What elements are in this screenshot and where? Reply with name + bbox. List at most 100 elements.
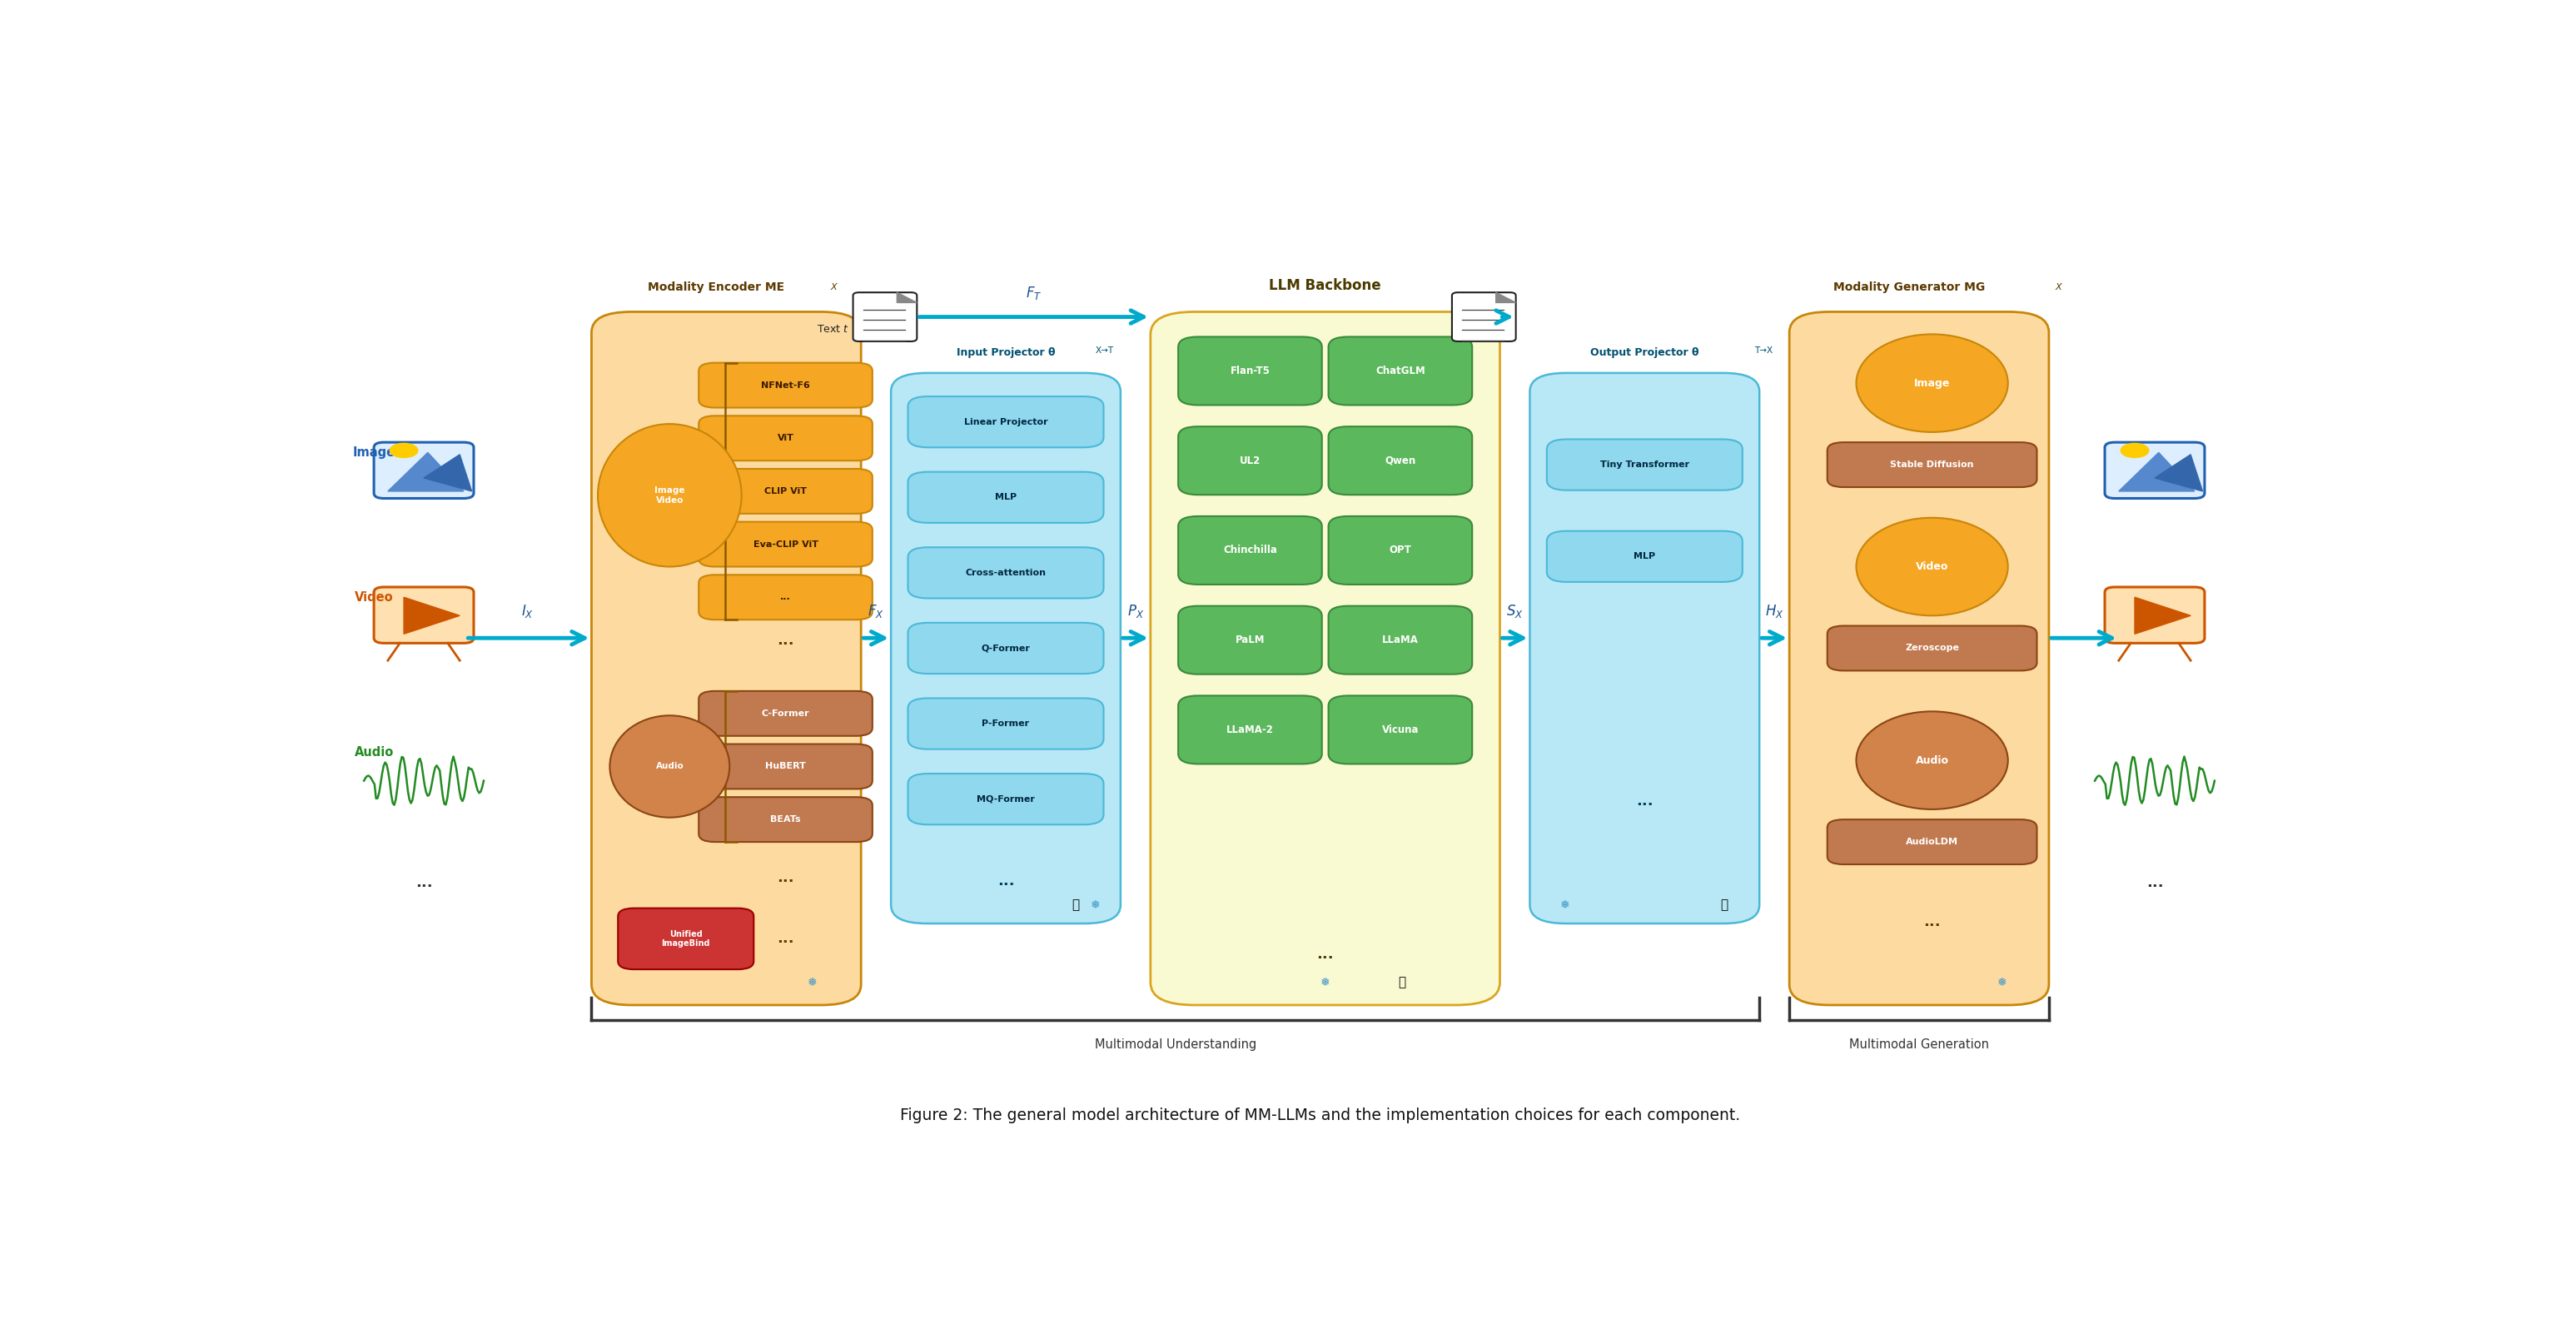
Ellipse shape	[611, 715, 729, 817]
Text: MLP: MLP	[1633, 552, 1656, 560]
Text: AudioLDM: AudioLDM	[1906, 838, 1958, 846]
Text: Video: Video	[355, 591, 394, 604]
Polygon shape	[2136, 597, 2190, 634]
FancyBboxPatch shape	[698, 469, 873, 514]
FancyBboxPatch shape	[1177, 606, 1321, 674]
Text: Video: Video	[1917, 561, 1947, 572]
Text: Cross-attention: Cross-attention	[966, 568, 1046, 577]
Text: Output Projector θ: Output Projector θ	[1589, 347, 1700, 357]
Text: $F_T$: $F_T$	[1025, 285, 1041, 302]
FancyBboxPatch shape	[1826, 820, 2038, 865]
Ellipse shape	[1857, 711, 2007, 809]
Polygon shape	[2154, 454, 2202, 491]
Text: LLM Backbone: LLM Backbone	[1270, 278, 1381, 294]
FancyBboxPatch shape	[1177, 426, 1321, 495]
Text: HuBERT: HuBERT	[765, 763, 806, 771]
Text: ...: ...	[778, 870, 793, 886]
Text: CLIP ViT: CLIP ViT	[765, 487, 806, 495]
FancyBboxPatch shape	[907, 471, 1103, 523]
Text: X: X	[829, 283, 837, 291]
FancyBboxPatch shape	[1329, 606, 1471, 674]
FancyBboxPatch shape	[618, 908, 755, 969]
Text: T→X: T→X	[1754, 347, 1772, 355]
FancyBboxPatch shape	[1329, 336, 1471, 405]
Polygon shape	[389, 453, 464, 491]
Text: Multimodal Generation: Multimodal Generation	[1850, 1039, 1989, 1051]
Text: UL2: UL2	[1239, 455, 1260, 466]
FancyBboxPatch shape	[907, 773, 1103, 825]
FancyBboxPatch shape	[374, 442, 474, 498]
FancyBboxPatch shape	[698, 575, 873, 620]
FancyBboxPatch shape	[1329, 426, 1471, 495]
FancyBboxPatch shape	[592, 311, 860, 1005]
Text: Figure 2: The general model architecture of MM-LLMs and the implementation choic: Figure 2: The general model architecture…	[899, 1107, 1741, 1123]
Text: Modality Generator MG: Modality Generator MG	[1834, 282, 1986, 294]
Polygon shape	[2117, 453, 2195, 491]
Text: Q-Former: Q-Former	[981, 643, 1030, 653]
Text: Text $t$: Text $t$	[817, 324, 850, 335]
Text: ...: ...	[997, 873, 1015, 888]
Text: 🔥: 🔥	[1072, 899, 1079, 911]
Text: ...: ...	[1636, 793, 1654, 809]
Text: $I_X$: $I_X$	[520, 602, 533, 620]
Text: Audio: Audio	[1917, 755, 1950, 765]
Text: Eva-CLIP ViT: Eva-CLIP ViT	[752, 540, 819, 548]
FancyBboxPatch shape	[1177, 695, 1321, 764]
Text: Audio: Audio	[355, 745, 394, 759]
Text: BEATs: BEATs	[770, 816, 801, 824]
Text: X→T: X→T	[1095, 347, 1113, 355]
Text: ❅: ❅	[809, 977, 817, 989]
Text: ❅: ❅	[1996, 977, 2007, 989]
Text: ...: ...	[1924, 914, 1940, 929]
Text: ChatGLM: ChatGLM	[1376, 365, 1425, 376]
Text: Audio: Audio	[657, 763, 683, 771]
Text: 🔥: 🔥	[1399, 976, 1406, 989]
Text: $S_X$: $S_X$	[1507, 602, 1522, 620]
Text: NFNet-F6: NFNet-F6	[760, 381, 809, 389]
Text: ❅: ❅	[1090, 899, 1100, 911]
FancyBboxPatch shape	[1329, 695, 1471, 764]
Text: OPT: OPT	[1388, 545, 1412, 556]
FancyBboxPatch shape	[374, 587, 474, 643]
FancyBboxPatch shape	[1826, 626, 2038, 671]
Polygon shape	[1497, 293, 1515, 303]
Text: Image
Video: Image Video	[654, 486, 685, 504]
Circle shape	[2120, 444, 2148, 458]
Text: Modality Encoder ME: Modality Encoder ME	[649, 282, 786, 294]
Text: ViT: ViT	[778, 434, 793, 442]
FancyBboxPatch shape	[698, 363, 873, 408]
Text: ...: ...	[1316, 947, 1334, 961]
Text: Image: Image	[353, 446, 394, 458]
Text: LLaMA-2: LLaMA-2	[1226, 724, 1273, 735]
FancyBboxPatch shape	[1546, 440, 1741, 490]
Text: ...: ...	[415, 875, 433, 890]
FancyBboxPatch shape	[1826, 442, 2038, 487]
FancyBboxPatch shape	[907, 547, 1103, 598]
Text: ...: ...	[781, 593, 791, 601]
Text: 🔥: 🔥	[1721, 899, 1728, 911]
Polygon shape	[896, 293, 917, 303]
Text: Unified
ImageBind: Unified ImageBind	[662, 929, 711, 948]
Text: ❅: ❅	[1321, 977, 1329, 989]
Text: C-Former: C-Former	[762, 710, 809, 718]
Text: Linear Projector: Linear Projector	[963, 418, 1048, 426]
Text: Input Projector θ: Input Projector θ	[956, 347, 1056, 357]
Text: Qwen: Qwen	[1386, 455, 1417, 466]
Text: Multimodal Understanding: Multimodal Understanding	[1095, 1039, 1257, 1051]
FancyBboxPatch shape	[1546, 531, 1741, 583]
FancyBboxPatch shape	[2105, 442, 2205, 498]
Text: Stable Diffusion: Stable Diffusion	[1891, 461, 1973, 469]
Text: ...: ...	[2146, 875, 2164, 890]
Text: Zeroscope: Zeroscope	[1906, 643, 1960, 653]
FancyBboxPatch shape	[1177, 336, 1321, 405]
FancyBboxPatch shape	[1151, 311, 1499, 1005]
Text: ...: ...	[778, 633, 793, 647]
Text: X: X	[2056, 283, 2061, 291]
FancyBboxPatch shape	[1177, 516, 1321, 584]
Ellipse shape	[1857, 518, 2007, 616]
FancyBboxPatch shape	[907, 698, 1103, 749]
FancyBboxPatch shape	[698, 797, 873, 842]
Polygon shape	[425, 454, 471, 491]
Ellipse shape	[1857, 334, 2007, 432]
Text: PaLM: PaLM	[1236, 634, 1265, 646]
